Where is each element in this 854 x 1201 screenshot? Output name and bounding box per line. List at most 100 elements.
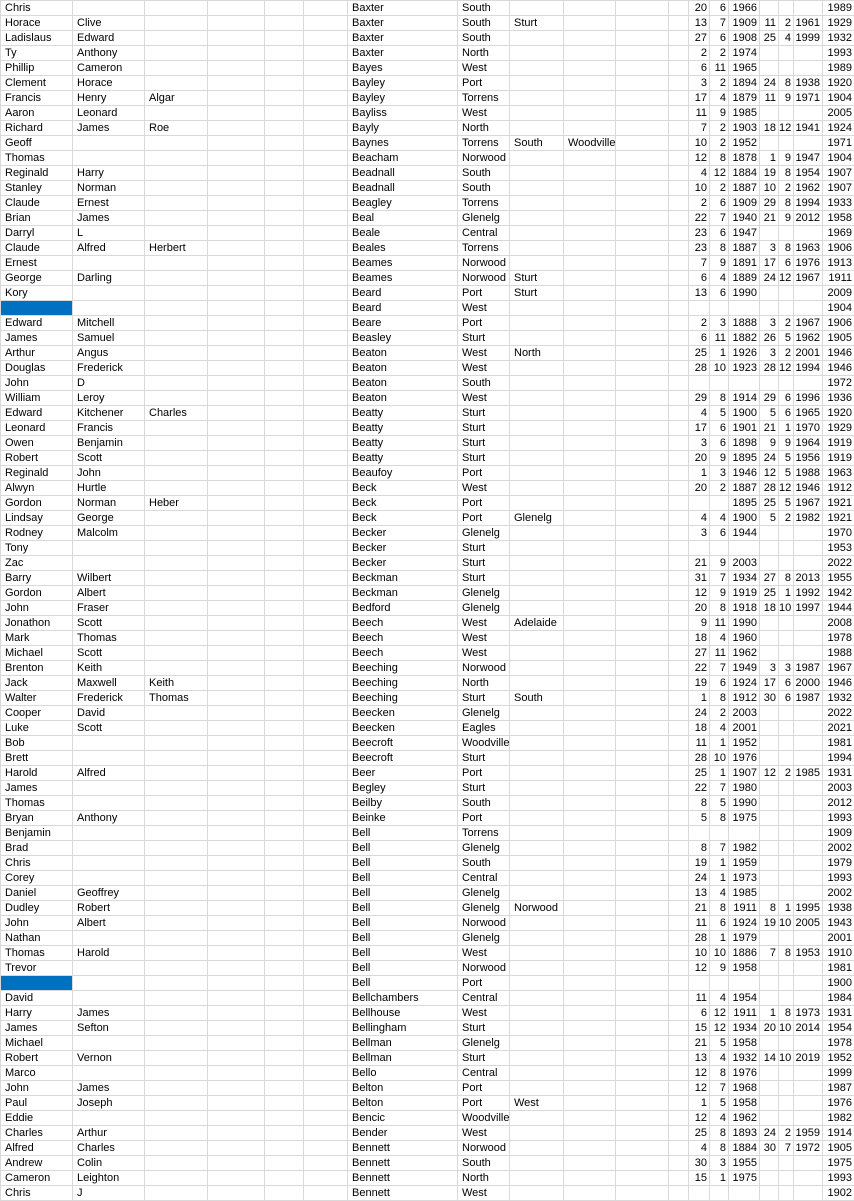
cell-birth_month[interactable]: 7 bbox=[710, 211, 729, 226]
cell-surname[interactable]: Beadnall bbox=[348, 181, 458, 196]
cell-club_2[interactable] bbox=[510, 166, 564, 181]
cell-death_year[interactable] bbox=[794, 781, 823, 796]
cell-club_1[interactable]: North bbox=[458, 1171, 510, 1186]
cell-f[interactable] bbox=[304, 721, 348, 736]
cell-e[interactable] bbox=[265, 31, 304, 46]
cell-death_month[interactable]: 8 bbox=[779, 241, 794, 256]
cell-surname[interactable]: Beech bbox=[348, 631, 458, 646]
cell-k[interactable] bbox=[616, 61, 669, 76]
cell-e[interactable] bbox=[265, 721, 304, 736]
cell-death_day[interactable]: 21 bbox=[760, 421, 779, 436]
cell-l[interactable] bbox=[669, 481, 689, 496]
cell-club_1[interactable]: Sturt bbox=[458, 571, 510, 586]
cell-l[interactable] bbox=[669, 856, 689, 871]
cell-club_2[interactable] bbox=[510, 796, 564, 811]
cell-death_month[interactable]: 8 bbox=[779, 946, 794, 961]
cell-debut_year[interactable]: 1929 bbox=[823, 16, 854, 31]
cell-k[interactable] bbox=[616, 496, 669, 511]
cell-club_3[interactable] bbox=[564, 511, 616, 526]
cell-club_3[interactable] bbox=[564, 631, 616, 646]
cell-death_month[interactable] bbox=[779, 646, 794, 661]
cell-k[interactable] bbox=[616, 1066, 669, 1081]
cell-club_1[interactable]: Torrens bbox=[458, 196, 510, 211]
cell-d[interactable] bbox=[208, 661, 265, 676]
cell-birth_month[interactable]: 2 bbox=[710, 481, 729, 496]
cell-l[interactable] bbox=[669, 1006, 689, 1021]
cell-birth_year[interactable]: 1898 bbox=[729, 436, 760, 451]
cell-second_name[interactable]: Robert bbox=[73, 901, 145, 916]
cell-first_name[interactable]: Corey bbox=[1, 871, 73, 886]
cell-second_name[interactable]: Frederick bbox=[73, 361, 145, 376]
cell-l[interactable] bbox=[669, 241, 689, 256]
cell-club_1[interactable]: Norwood bbox=[458, 256, 510, 271]
cell-birth_month[interactable]: 6 bbox=[710, 421, 729, 436]
cell-debut_year[interactable]: 1952 bbox=[823, 1051, 854, 1066]
cell-club_1[interactable]: West bbox=[458, 346, 510, 361]
cell-k[interactable] bbox=[616, 271, 669, 286]
cell-club_1[interactable]: West bbox=[458, 301, 510, 316]
cell-death_year[interactable] bbox=[794, 736, 823, 751]
cell-first_name[interactable]: Edward bbox=[1, 316, 73, 331]
cell-club_1[interactable]: Torrens bbox=[458, 136, 510, 151]
cell-debut_year[interactable]: 1904 bbox=[823, 91, 854, 106]
cell-l[interactable] bbox=[669, 1036, 689, 1051]
cell-l[interactable] bbox=[669, 826, 689, 841]
cell-l[interactable] bbox=[669, 16, 689, 31]
cell-second_name[interactable] bbox=[73, 856, 145, 871]
cell-e[interactable] bbox=[265, 706, 304, 721]
cell-birth_day[interactable]: 11 bbox=[689, 991, 710, 1006]
cell-birth_day[interactable] bbox=[689, 976, 710, 991]
cell-debut_year[interactable]: 1987 bbox=[823, 1081, 854, 1096]
cell-club_1[interactable]: West bbox=[458, 361, 510, 376]
cell-birth_day[interactable]: 20 bbox=[689, 451, 710, 466]
cell-death_day[interactable] bbox=[760, 376, 779, 391]
cell-e[interactable] bbox=[265, 1111, 304, 1126]
cell-first_name[interactable]: Tony bbox=[1, 541, 73, 556]
cell-club_2[interactable]: Adelaide bbox=[510, 616, 564, 631]
cell-death_year[interactable]: 1963 bbox=[794, 241, 823, 256]
cell-debut_year[interactable]: 2001 bbox=[823, 931, 854, 946]
cell-third_name[interactable]: Roe bbox=[145, 121, 208, 136]
cell-club_1[interactable]: Sturt bbox=[458, 1021, 510, 1036]
cell-debut_year[interactable]: 1911 bbox=[823, 271, 854, 286]
cell-birth_month[interactable] bbox=[710, 826, 729, 841]
cell-club_2[interactable] bbox=[510, 1126, 564, 1141]
cell-death_month[interactable]: 6 bbox=[779, 676, 794, 691]
cell-birth_month[interactable]: 7 bbox=[710, 16, 729, 31]
cell-death_day[interactable]: 3 bbox=[760, 316, 779, 331]
cell-k[interactable] bbox=[616, 616, 669, 631]
cell-death_month[interactable] bbox=[779, 871, 794, 886]
cell-death_year[interactable] bbox=[794, 376, 823, 391]
cell-k[interactable] bbox=[616, 721, 669, 736]
cell-club_2[interactable] bbox=[510, 766, 564, 781]
cell-l[interactable] bbox=[669, 961, 689, 976]
cell-debut_year[interactable]: 1970 bbox=[823, 526, 854, 541]
cell-d[interactable] bbox=[208, 1171, 265, 1186]
cell-birth_year[interactable]: 1918 bbox=[729, 601, 760, 616]
cell-club_2[interactable] bbox=[510, 751, 564, 766]
cell-birth_year[interactable]: 1923 bbox=[729, 361, 760, 376]
cell-club_2[interactable] bbox=[510, 241, 564, 256]
cell-third_name[interactable] bbox=[145, 526, 208, 541]
cell-surname[interactable]: Bell bbox=[348, 946, 458, 961]
cell-club_1[interactable]: Port bbox=[458, 466, 510, 481]
cell-birth_year[interactable]: 2001 bbox=[729, 721, 760, 736]
cell-birth_day[interactable]: 20 bbox=[689, 1, 710, 16]
cell-birth_month[interactable]: 4 bbox=[710, 631, 729, 646]
cell-surname[interactable]: Beeching bbox=[348, 661, 458, 676]
cell-second_name[interactable]: Vernon bbox=[73, 1051, 145, 1066]
cell-f[interactable] bbox=[304, 676, 348, 691]
cell-d[interactable] bbox=[208, 931, 265, 946]
cell-l[interactable] bbox=[669, 226, 689, 241]
cell-first_name[interactable]: Trevor bbox=[1, 961, 73, 976]
cell-club_2[interactable] bbox=[510, 226, 564, 241]
cell-club_1[interactable]: West bbox=[458, 1186, 510, 1201]
cell-surname[interactable]: Beaton bbox=[348, 391, 458, 406]
cell-first_name[interactable]: Rodney bbox=[1, 526, 73, 541]
cell-birth_year[interactable]: 1895 bbox=[729, 451, 760, 466]
cell-death_day[interactable]: 12 bbox=[760, 766, 779, 781]
cell-club_2[interactable] bbox=[510, 976, 564, 991]
cell-death_year[interactable] bbox=[794, 46, 823, 61]
cell-l[interactable] bbox=[669, 1051, 689, 1066]
cell-death_year[interactable] bbox=[794, 706, 823, 721]
